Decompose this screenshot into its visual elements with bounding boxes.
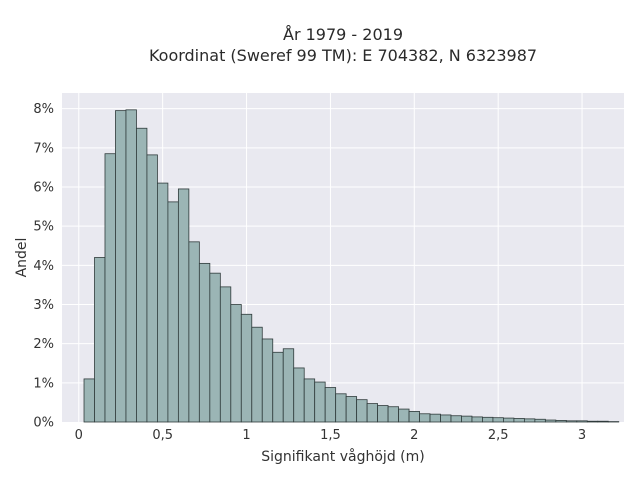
- histogram-bar: [157, 182, 169, 423]
- histogram-bar: [209, 272, 221, 423]
- histogram-bar: [251, 326, 263, 423]
- histogram-bar: [240, 313, 253, 423]
- histogram-bar: [261, 338, 274, 423]
- x-tick-label: 1,5: [320, 428, 341, 443]
- histogram-bar: [198, 262, 211, 423]
- histogram-bar: [293, 367, 305, 423]
- histogram-bar: [167, 201, 179, 423]
- histogram-bar: [565, 420, 578, 423]
- histogram-bar: [314, 381, 326, 423]
- histogram-bar: [450, 415, 462, 423]
- histogram-bar: [513, 418, 525, 423]
- histogram-bar: [534, 418, 546, 423]
- histogram-bar: [303, 378, 316, 423]
- histogram-bar: [440, 414, 452, 423]
- histogram-bar: [471, 416, 483, 423]
- chart-title-line-2: Koordinat (Sweref 99 TM): E 704382, N 63…: [149, 46, 537, 65]
- x-axis-title: Signifikant våghöjd (m): [261, 448, 424, 465]
- x-tick-label: 3: [578, 428, 586, 443]
- x-tick-label: 0,5: [152, 428, 173, 443]
- chart-title-line-1: År 1979 - 2019: [283, 25, 403, 44]
- y-tick-label: 5%: [33, 220, 54, 235]
- histogram-bar: [366, 403, 379, 423]
- histogram-bar: [83, 378, 95, 423]
- histogram-bar: [335, 393, 347, 423]
- histogram-bar: [408, 411, 420, 423]
- y-tick-label: 2%: [33, 337, 54, 352]
- histogram-bar: [461, 415, 473, 423]
- x-tick-label: 0: [75, 428, 83, 443]
- histogram-bar: [544, 419, 557, 423]
- y-tick-label: 6%: [33, 181, 54, 196]
- histogram-bar: [115, 110, 127, 423]
- histogram-bar: [272, 351, 284, 423]
- histogram-bar: [356, 399, 368, 423]
- x-tick-label: 1: [242, 428, 250, 443]
- y-tick-label: 4%: [33, 259, 54, 274]
- histogram-bar: [230, 304, 242, 423]
- y-tick-label: 3%: [33, 298, 54, 313]
- histogram-bar: [398, 408, 410, 423]
- x-tick-label: 2,5: [488, 428, 509, 443]
- histogram-bar: [576, 420, 588, 423]
- histogram-bar: [387, 406, 399, 423]
- histogram-bar: [419, 413, 431, 423]
- histogram-bar: [503, 417, 515, 423]
- histogram-bar: [177, 188, 190, 423]
- histogram-bar: [429, 413, 441, 423]
- y-tick-label: 7%: [33, 141, 54, 156]
- histogram-bar: [125, 109, 137, 423]
- y-tick-label: 8%: [33, 102, 54, 117]
- histogram-bar: [523, 418, 536, 423]
- y-tick-label: 1%: [33, 376, 54, 391]
- histogram-bar: [482, 416, 494, 423]
- histogram-bar: [377, 405, 389, 423]
- histogram-bar: [492, 417, 504, 423]
- histogram-bar: [146, 154, 158, 423]
- x-tick-label: 2: [410, 428, 418, 443]
- histogram-bar: [188, 241, 200, 423]
- histogram-bar: [324, 387, 337, 423]
- histogram-bar: [555, 420, 567, 423]
- histogram-bar: [345, 396, 358, 423]
- histogram-bar: [597, 420, 609, 423]
- histogram-bar: [104, 153, 116, 423]
- histogram-bar: [219, 286, 232, 423]
- histogram-bar: [282, 348, 295, 423]
- histogram-bar: [136, 127, 148, 423]
- y-axis-title: Andel: [14, 238, 30, 278]
- histogram-bar: [94, 257, 106, 423]
- histogram-bar: [586, 420, 599, 423]
- y-tick-label: 0%: [33, 416, 54, 431]
